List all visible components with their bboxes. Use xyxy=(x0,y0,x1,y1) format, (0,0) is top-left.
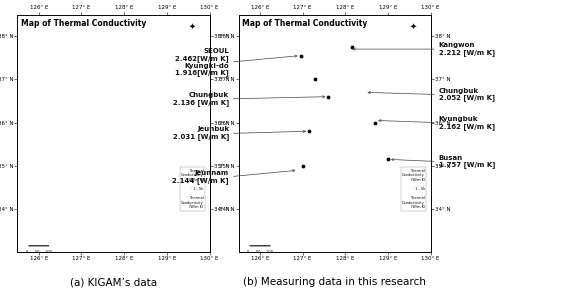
Text: Map of Thermal Conductivity: Map of Thermal Conductivity xyxy=(22,19,147,28)
Text: ✦: ✦ xyxy=(410,22,417,31)
Text: Thermal
Conductivity
(W/m K)

· 1 - 5k

Thermal
Conductivity
(W/m K): Thermal Conductivity (W/m K) · 1 - 5k Th… xyxy=(181,169,204,209)
Text: Map of Thermal Conductivity: Map of Thermal Conductivity xyxy=(243,19,368,28)
Text: SEOUL
2.462[W/m K]
Kyungki-do
1.916[W/m K]: SEOUL 2.462[W/m K] Kyungki-do 1.916[W/m … xyxy=(175,48,229,77)
Text: Jeunnam
2.144 [W/m K]: Jeunnam 2.144 [W/m K] xyxy=(172,170,229,184)
Text: Chungbuk
2.052 [W/m K]: Chungbuk 2.052 [W/m K] xyxy=(439,88,495,102)
Text: Kyungbuk
2.162 [W/m K]: Kyungbuk 2.162 [W/m K] xyxy=(439,116,495,130)
Text: (b) Measuring data in this research: (b) Measuring data in this research xyxy=(243,277,426,287)
Text: 0      50     100: 0 50 100 xyxy=(247,250,273,254)
Text: Busan
1.757 [W/m K]: Busan 1.757 [W/m K] xyxy=(439,155,495,168)
Text: (a) KIGAM’s data: (a) KIGAM’s data xyxy=(70,277,157,287)
Text: Kangwon
2.212 [W/m K]: Kangwon 2.212 [W/m K] xyxy=(439,42,495,56)
Text: Chungbuk
2.136 [W/m K]: Chungbuk 2.136 [W/m K] xyxy=(173,92,229,106)
Text: ✦: ✦ xyxy=(189,22,196,31)
Text: Thermal
Conductivity
(W/m K)

· 1 - 5k

Thermal
Conductivity
(W/m K): Thermal Conductivity (W/m K) · 1 - 5k Th… xyxy=(402,169,425,209)
Text: 0      50     100: 0 50 100 xyxy=(26,250,52,254)
Text: Jeunbuk
2.031 [W/m K]: Jeunbuk 2.031 [W/m K] xyxy=(173,126,229,140)
